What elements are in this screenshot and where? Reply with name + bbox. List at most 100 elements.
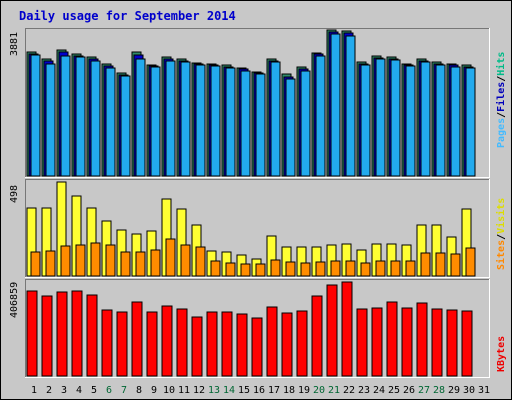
bar-hits-pages-day-6 — [105, 67, 116, 177]
day-label-23: 23 — [358, 385, 370, 396]
bar-kbytes-kbytes-day-27 — [416, 302, 428, 377]
panel-kbytes-frame — [25, 279, 490, 378]
bar-visits-sites-day-14 — [225, 262, 236, 277]
bar-hits-pages-day-3 — [60, 55, 71, 177]
bar-hits-pages-day-5 — [90, 60, 101, 177]
bar-visits-sites-day-27 — [420, 252, 431, 277]
day-label-13: 13 — [208, 385, 220, 396]
day-label-6: 6 — [106, 385, 112, 396]
day-label-15: 15 — [238, 385, 250, 396]
bar-hits-pages-day-28 — [435, 64, 446, 177]
bar-visits-sites-day-18 — [285, 261, 296, 277]
bar-hits-pages-day-30 — [465, 67, 476, 177]
panel-hits-frame — [25, 28, 490, 178]
bar-hits-pages-day-25 — [390, 59, 401, 177]
bar-visits-sites-day-22 — [345, 260, 356, 277]
bar-visits-sites-day-20 — [315, 261, 326, 277]
panel-visits-max-label: 498 — [9, 185, 20, 203]
day-label-30: 30 — [463, 385, 475, 396]
bar-kbytes-kbytes-day-8 — [131, 301, 143, 377]
bar-hits-pages-day-24 — [375, 58, 386, 177]
bar-visits-sites-day-1 — [30, 251, 41, 277]
bar-visits-sites-day-15 — [240, 263, 251, 277]
bar-visits-sites-day-28 — [435, 252, 446, 277]
bar-kbytes-kbytes-day-14 — [221, 311, 233, 377]
bar-hits-pages-day-11 — [180, 61, 191, 177]
day-label-18: 18 — [283, 385, 295, 396]
day-label-12: 12 — [193, 385, 205, 396]
panel-hits-max-label: 3881 — [9, 32, 20, 56]
day-label-4: 4 — [76, 385, 82, 396]
bar-kbytes-kbytes-day-13 — [206, 311, 218, 377]
day-label-28: 28 — [433, 385, 445, 396]
bar-kbytes-kbytes-day-7 — [116, 311, 128, 377]
bar-hits-pages-day-7 — [120, 75, 131, 177]
bar-visits-sites-day-19 — [300, 262, 311, 277]
chart-title: Daily usage for September 2014 — [19, 9, 236, 23]
bar-kbytes-kbytes-day-22 — [341, 281, 353, 377]
bar-hits-pages-day-18 — [285, 78, 296, 177]
panel-kbytes-max-label: 406859 — [9, 282, 20, 318]
bar-kbytes-kbytes-day-30 — [461, 310, 473, 377]
day-label-1: 1 — [31, 385, 37, 396]
bar-visits-sites-day-24 — [375, 260, 386, 277]
bar-kbytes-kbytes-day-23 — [356, 308, 368, 377]
bar-hits-pages-day-22 — [345, 35, 356, 177]
legend-sep-1: / — [496, 112, 507, 118]
legend-pages: Pages — [496, 118, 507, 148]
day-labels: 1 2 3 4 5 6 7 8 9 10 11 12 13 14 15 16 17 18 19 20 21 22 23 24 2… — [31, 385, 490, 396]
day-label-17: 17 — [268, 385, 280, 396]
bar-visits-sites-day-16 — [255, 263, 266, 277]
bar-kbytes-kbytes-day-2 — [41, 295, 53, 377]
bar-visits-sites-day-26 — [405, 260, 416, 277]
bar-visits-sites-day-3 — [60, 245, 71, 277]
panel-visits-frame — [25, 179, 490, 278]
panel-kbytes-legend: KBytes — [496, 336, 507, 372]
legend-sep-2: / — [496, 76, 507, 82]
day-label-24: 24 — [373, 385, 385, 396]
bar-hits-pages-day-16 — [255, 73, 266, 177]
legend-hits: Hits — [495, 52, 507, 76]
bar-visits-sites-day-29 — [450, 253, 461, 277]
bar-hits-pages-day-1 — [30, 54, 41, 177]
bar-kbytes-kbytes-day-20 — [311, 295, 323, 377]
panel-hits-legend: Pages/Files/Hits — [495, 52, 507, 148]
bar-visits-sites-day-17 — [270, 259, 281, 277]
bar-visits-sites-day-4 — [75, 244, 86, 277]
day-label-5: 5 — [91, 385, 97, 396]
day-label-27: 27 — [418, 385, 430, 396]
bar-visits-sites-day-23 — [360, 262, 371, 277]
bar-hits-pages-day-10 — [165, 60, 176, 177]
day-label-8: 8 — [136, 385, 142, 396]
bar-kbytes-kbytes-day-6 — [101, 309, 113, 377]
bar-kbytes-kbytes-day-5 — [86, 294, 98, 377]
bar-visits-sites-day-30 — [465, 247, 476, 277]
day-label-19: 19 — [298, 385, 310, 396]
day-label-2: 2 — [46, 385, 52, 396]
day-label-11: 11 — [178, 385, 190, 396]
bar-kbytes-kbytes-day-18 — [281, 312, 293, 377]
bar-visits-sites-day-12 — [195, 246, 206, 277]
legend-sites: Sites — [495, 240, 507, 270]
day-label-7: 7 — [121, 385, 127, 396]
bar-kbytes-kbytes-day-3 — [56, 291, 68, 377]
legend-visits: Visits — [495, 198, 507, 234]
bar-visits-sites-day-9 — [150, 249, 161, 277]
bar-hits-pages-day-29 — [450, 66, 461, 177]
bar-kbytes-kbytes-day-15 — [236, 313, 248, 377]
bar-kbytes-kbytes-day-12 — [191, 316, 203, 377]
panel-visits-legend: Sites/Visits — [495, 198, 507, 270]
bar-kbytes-kbytes-day-28 — [431, 308, 443, 377]
bar-hits-pages-day-19 — [300, 70, 311, 177]
bar-hits-pages-day-12 — [195, 64, 206, 177]
day-label-22: 22 — [343, 385, 355, 396]
legend-kbytes: KBytes — [496, 336, 507, 372]
day-label-26: 26 — [403, 385, 415, 396]
bar-hits-pages-day-9 — [150, 66, 161, 177]
bar-kbytes-kbytes-day-17 — [266, 306, 278, 377]
bar-hits-pages-day-4 — [75, 56, 86, 177]
bar-hits-pages-day-21 — [330, 33, 341, 177]
bar-visits-sites-day-21 — [330, 260, 341, 277]
bar-hits-pages-day-27 — [420, 61, 431, 177]
day-label-21: 21 — [328, 385, 340, 396]
